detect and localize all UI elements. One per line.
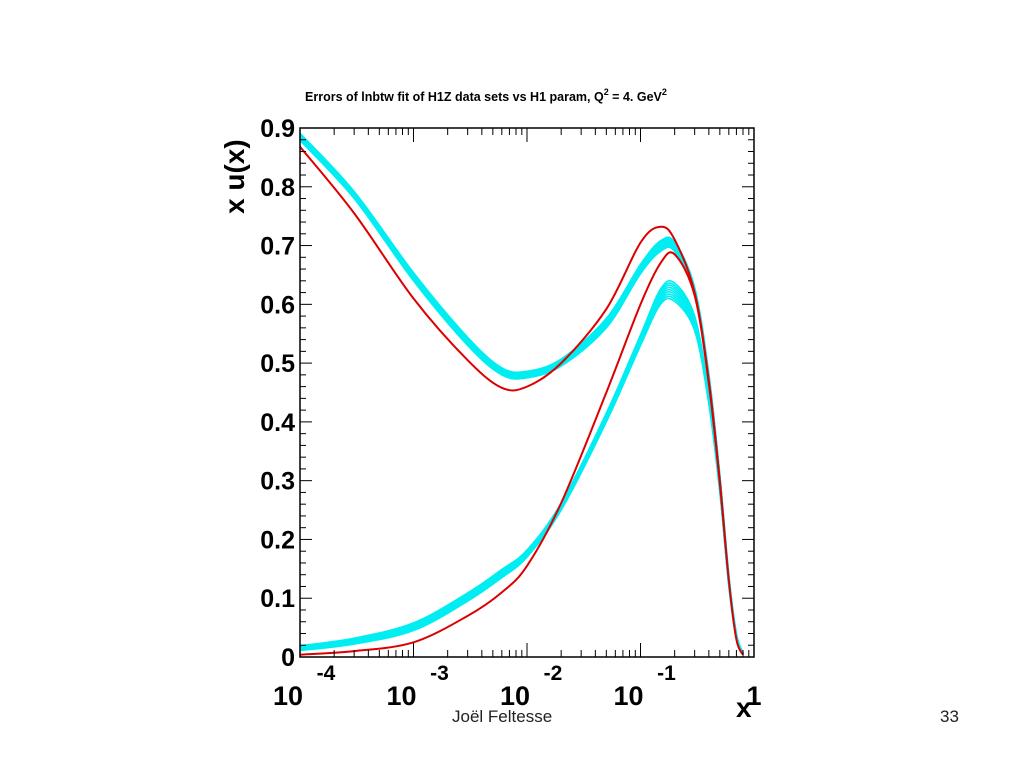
x-tick-base: 10: [613, 681, 643, 711]
band-2-curve-1: [300, 297, 744, 656]
x-tick-base: 10: [273, 681, 303, 711]
x-tick-exponent: -2: [544, 662, 563, 685]
footer-author: Joël Feltesse: [452, 707, 553, 726]
band-2-curve-2: [300, 295, 744, 655]
y-tick-label: 0.4: [260, 409, 295, 437]
x-tick-exponent: -1: [657, 662, 676, 685]
band-1-curve-2: [300, 138, 744, 655]
x-tick-label: 10 -3: [386, 662, 448, 711]
y-tick-label: 0.8: [260, 174, 295, 202]
x-tick-base: 1: [746, 681, 761, 711]
chart-title-mid: = 4. GeV: [609, 90, 663, 104]
x-tick-label: 1: [746, 681, 761, 711]
y-tick-label: 0.9: [260, 115, 295, 143]
band-2-curve-4: [300, 291, 744, 655]
band-2-curve-3: [300, 293, 744, 655]
chart-title-sup1: 2: [604, 87, 609, 97]
x-tick-label: 10 -2: [500, 662, 562, 711]
x-tick-exponent: -3: [430, 662, 449, 685]
band-2-curve-6: [300, 286, 744, 654]
band-2-curve-5: [300, 288, 744, 655]
plot-frame: [299, 127, 755, 658]
x-tick-exponent: -4: [317, 662, 336, 685]
y-tick-label: 0: [281, 644, 295, 672]
y-tick-label: 0.7: [260, 233, 295, 261]
band-2-curve-7: [300, 284, 744, 654]
y-tick-label: 0.1: [260, 585, 295, 613]
x-tick-label: 10 -1: [613, 662, 676, 711]
chart-title-sup2: 2: [662, 87, 667, 97]
param-line-2: [300, 251, 744, 656]
y-tick-label: 0.3: [260, 468, 295, 496]
y-tick-label: 0.2: [260, 526, 295, 554]
y-tick-label: 0.5: [260, 350, 295, 378]
chart-title: Errors of lnbtw fit of H1Z data sets vs …: [305, 87, 667, 104]
param-line-1: [300, 146, 744, 656]
x-tick-base: 10: [386, 681, 416, 711]
x-axis-label: x: [736, 692, 752, 723]
band-2-curve-9: [300, 279, 744, 654]
plot-area: [300, 132, 744, 656]
page-number: 33: [940, 707, 959, 726]
y-axis-label: x u(x): [219, 139, 250, 214]
axes: 0 0.1 0.2 0.3 0.4 0.5 0.6 0.7 0.8 0.9 10 -4 10 -3 10 -2…: [260, 115, 761, 711]
band-2-curve-8: [300, 282, 744, 654]
x-tick-base: 10: [500, 681, 530, 711]
y-tick-label: 0.6: [260, 291, 295, 319]
band-1-curve-1: [300, 139, 744, 655]
x-tick-label: 10 -4: [273, 662, 336, 711]
chart-title-main: Errors of lnbtw fit of H1Z data sets vs …: [305, 90, 604, 104]
